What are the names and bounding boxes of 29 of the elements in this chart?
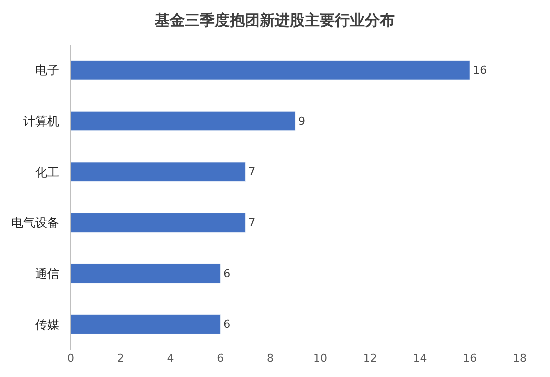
data-label: 7 xyxy=(248,216,256,230)
x-tick-label: 6 xyxy=(217,352,224,365)
bar xyxy=(71,314,221,334)
data-label: 16 xyxy=(473,64,488,77)
y-tick-label: 通信 xyxy=(36,266,60,281)
x-tick-label: 8 xyxy=(267,352,274,365)
bar xyxy=(71,213,246,233)
data-label: 6 xyxy=(224,318,231,332)
y-tick-label: 传媒 xyxy=(36,318,60,332)
x-tick-label: 14 xyxy=(413,352,428,365)
data-label: 9 xyxy=(298,114,306,128)
x-tick-label: 10 xyxy=(313,352,328,365)
y-tick-label: 化工 xyxy=(36,165,60,180)
bar xyxy=(71,111,296,132)
y-tick-label: 电子 xyxy=(36,64,60,78)
x-tick-label: 18 xyxy=(513,352,527,365)
data-label: 6 xyxy=(224,267,231,280)
x-tick-label: 0 xyxy=(68,352,74,365)
bar xyxy=(71,60,470,80)
x-tick-label: 12 xyxy=(363,352,378,365)
bar xyxy=(71,264,221,284)
x-tick-label: 16 xyxy=(463,352,478,365)
x-tick-label: 4 xyxy=(167,352,174,365)
y-tick-label: 电气设备 xyxy=(12,216,60,230)
y-tick-label: 计算机 xyxy=(24,114,60,128)
x-tick-label: 2 xyxy=(117,352,124,365)
data-label: 7 xyxy=(248,166,256,179)
chart-title: 基金三季度抱团新进股主要行业分布 xyxy=(154,12,395,30)
bar xyxy=(71,162,246,182)
